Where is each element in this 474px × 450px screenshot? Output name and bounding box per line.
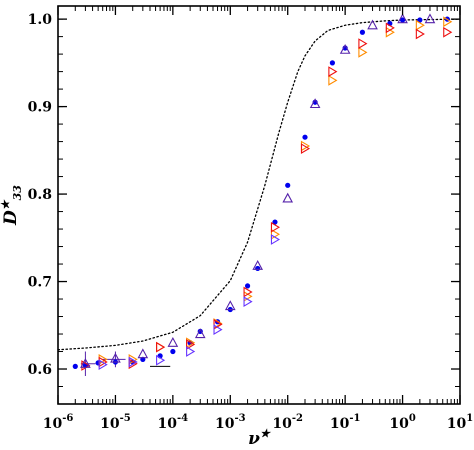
data-point-triangle-up	[367, 19, 378, 30]
plot-frame	[57, 5, 461, 405]
data-point-triangle-right	[243, 296, 253, 308]
data-point-triangle-right	[270, 221, 281, 233]
data-point-triangle-right	[156, 354, 166, 366]
data-point-triangle-right	[186, 346, 196, 357]
x-tick-label: 10-6	[43, 413, 74, 432]
data-point-triangle-up	[397, 13, 408, 24]
data-point-circle	[285, 182, 291, 188]
data-point-triangle-right	[156, 341, 166, 353]
x-tick-label: 10-2	[272, 413, 303, 432]
data-point-triangle-up	[137, 348, 149, 359]
x-tick-label: 10-4	[158, 413, 189, 432]
data-point-triangle-right	[415, 28, 425, 40]
data-point-triangle-right	[328, 66, 338, 77]
data-point-triangle-right	[443, 16, 453, 28]
x-tick-label: 100	[389, 413, 415, 432]
data-point-triangle-right	[186, 339, 196, 350]
data-point-triangle-up	[167, 336, 179, 347]
data-point-triangle-up	[252, 260, 264, 270]
data-point-triangle-right	[358, 46, 368, 58]
data-point-triangle-right	[300, 143, 311, 154]
model-curve-group	[57, 18, 461, 351]
data-point-circle	[72, 363, 78, 369]
data-point-triangle-up	[80, 357, 91, 368]
y-tick-label: 0.7	[28, 275, 52, 291]
data-point-circle	[399, 17, 406, 23]
data-point-circle	[255, 265, 261, 272]
data-point-triangle-up	[282, 192, 294, 203]
data-point-triangle-up	[424, 13, 436, 24]
y-tick-label: 0.8	[28, 187, 52, 203]
data-point-triangle-right	[128, 356, 138, 368]
data-point-triangle-up	[110, 352, 121, 363]
data-point-circle	[272, 219, 278, 225]
data-point-triangle-up	[339, 43, 351, 54]
y-tick-label: 1.0	[28, 12, 53, 28]
data-point-circle	[244, 283, 251, 289]
data-point-triangle-up	[194, 328, 206, 339]
data-point-triangle-right	[213, 324, 223, 336]
data-point-triangle-right	[328, 74, 338, 86]
data-point-circle	[359, 29, 366, 35]
data-point-triangle-right	[270, 228, 281, 240]
data-point-circle	[417, 17, 423, 23]
model-curve-line	[57, 18, 461, 351]
x-tick-label: 10-1	[330, 413, 361, 432]
data-point-triangle-right	[213, 319, 223, 330]
tick-labels-group: 10-6 10-5 10-4 10-3 10-2 10-1 100 101 0.6 0.7 0.8 0…	[28, 12, 474, 432]
data-series-group	[72, 13, 453, 371]
data-point-triangle-right	[98, 359, 108, 370]
data-point-triangle-up	[309, 98, 321, 109]
data-point-triangle-up	[224, 300, 236, 311]
data-point-triangle-right	[243, 286, 253, 298]
y-axis-label: D★33	[0, 185, 24, 226]
data-point-triangle-right	[358, 38, 368, 49]
y-tick-label: 0.9	[28, 100, 52, 116]
x-tick-label: 10-3	[215, 413, 246, 432]
y-tick-label: 0.6	[28, 362, 52, 378]
x-axis-label: ν★	[248, 427, 272, 449]
data-point-triangle-right	[415, 19, 425, 31]
data-point-circle	[329, 60, 336, 66]
x-tick-label: 10-5	[100, 413, 131, 432]
data-point-circle	[170, 348, 176, 355]
data-point-triangle-right	[385, 22, 395, 34]
data-point-triangle-right	[443, 26, 453, 38]
x-tick-label: 101	[447, 413, 473, 432]
axis-ticks-group	[57, 6, 461, 405]
data-point-triangle-right	[270, 234, 281, 245]
data-point-circle	[302, 134, 308, 140]
